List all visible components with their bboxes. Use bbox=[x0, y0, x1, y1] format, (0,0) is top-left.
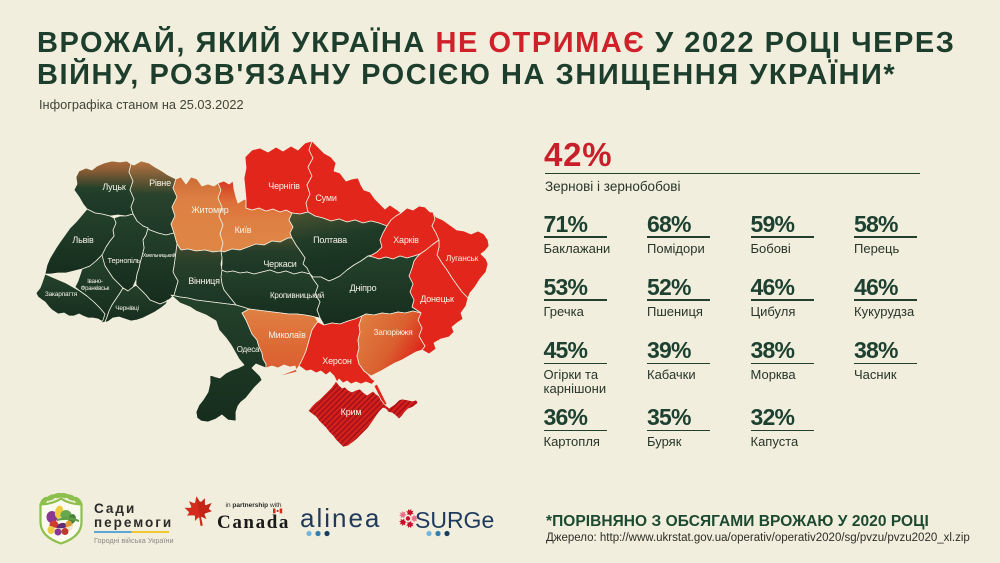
svg-text:Миколаїв: Миколаїв bbox=[268, 330, 306, 340]
svg-text:Житомир: Житомир bbox=[191, 205, 228, 215]
svg-text:Запоріжжя: Запоріжжя bbox=[374, 327, 413, 337]
svg-text:Київ: Київ bbox=[235, 225, 252, 235]
svg-text:Луцьк: Луцьк bbox=[102, 182, 126, 192]
svg-text:Чернігів: Чернігів bbox=[268, 181, 300, 191]
svg-text:Івано-: Івано- bbox=[87, 279, 103, 285]
svg-text:Суми: Суми bbox=[315, 193, 336, 203]
svg-text:Кропивницький: Кропивницький bbox=[270, 291, 324, 300]
svg-text:Тернопіль: Тернопіль bbox=[107, 256, 140, 265]
svg-text:Дніпро: Дніпро bbox=[350, 283, 377, 293]
svg-text:Вінниця: Вінниця bbox=[188, 276, 220, 286]
svg-text:Львів: Львів bbox=[72, 235, 94, 245]
svg-text:Закарпаття: Закарпаття bbox=[45, 291, 78, 298]
svg-text:Франківськ: Франківськ bbox=[81, 286, 110, 292]
svg-text:Хмельницький: Хмельницький bbox=[143, 252, 176, 259]
svg-text:Донецьк: Донецьк bbox=[420, 294, 454, 304]
svg-text:Чернівці: Чернівці bbox=[115, 304, 139, 312]
svg-text:Черкаси: Черкаси bbox=[263, 259, 296, 269]
svg-text:Полтава: Полтава bbox=[313, 235, 347, 245]
svg-text:Херсон: Херсон bbox=[322, 356, 352, 366]
svg-text:Луганськ: Луганськ bbox=[446, 253, 479, 263]
svg-text:Крим: Крим bbox=[341, 407, 362, 417]
svg-text:Рівне: Рівне bbox=[149, 178, 171, 188]
svg-text:Харків: Харків bbox=[393, 235, 419, 245]
svg-text:Одеса: Одеса bbox=[237, 345, 260, 354]
